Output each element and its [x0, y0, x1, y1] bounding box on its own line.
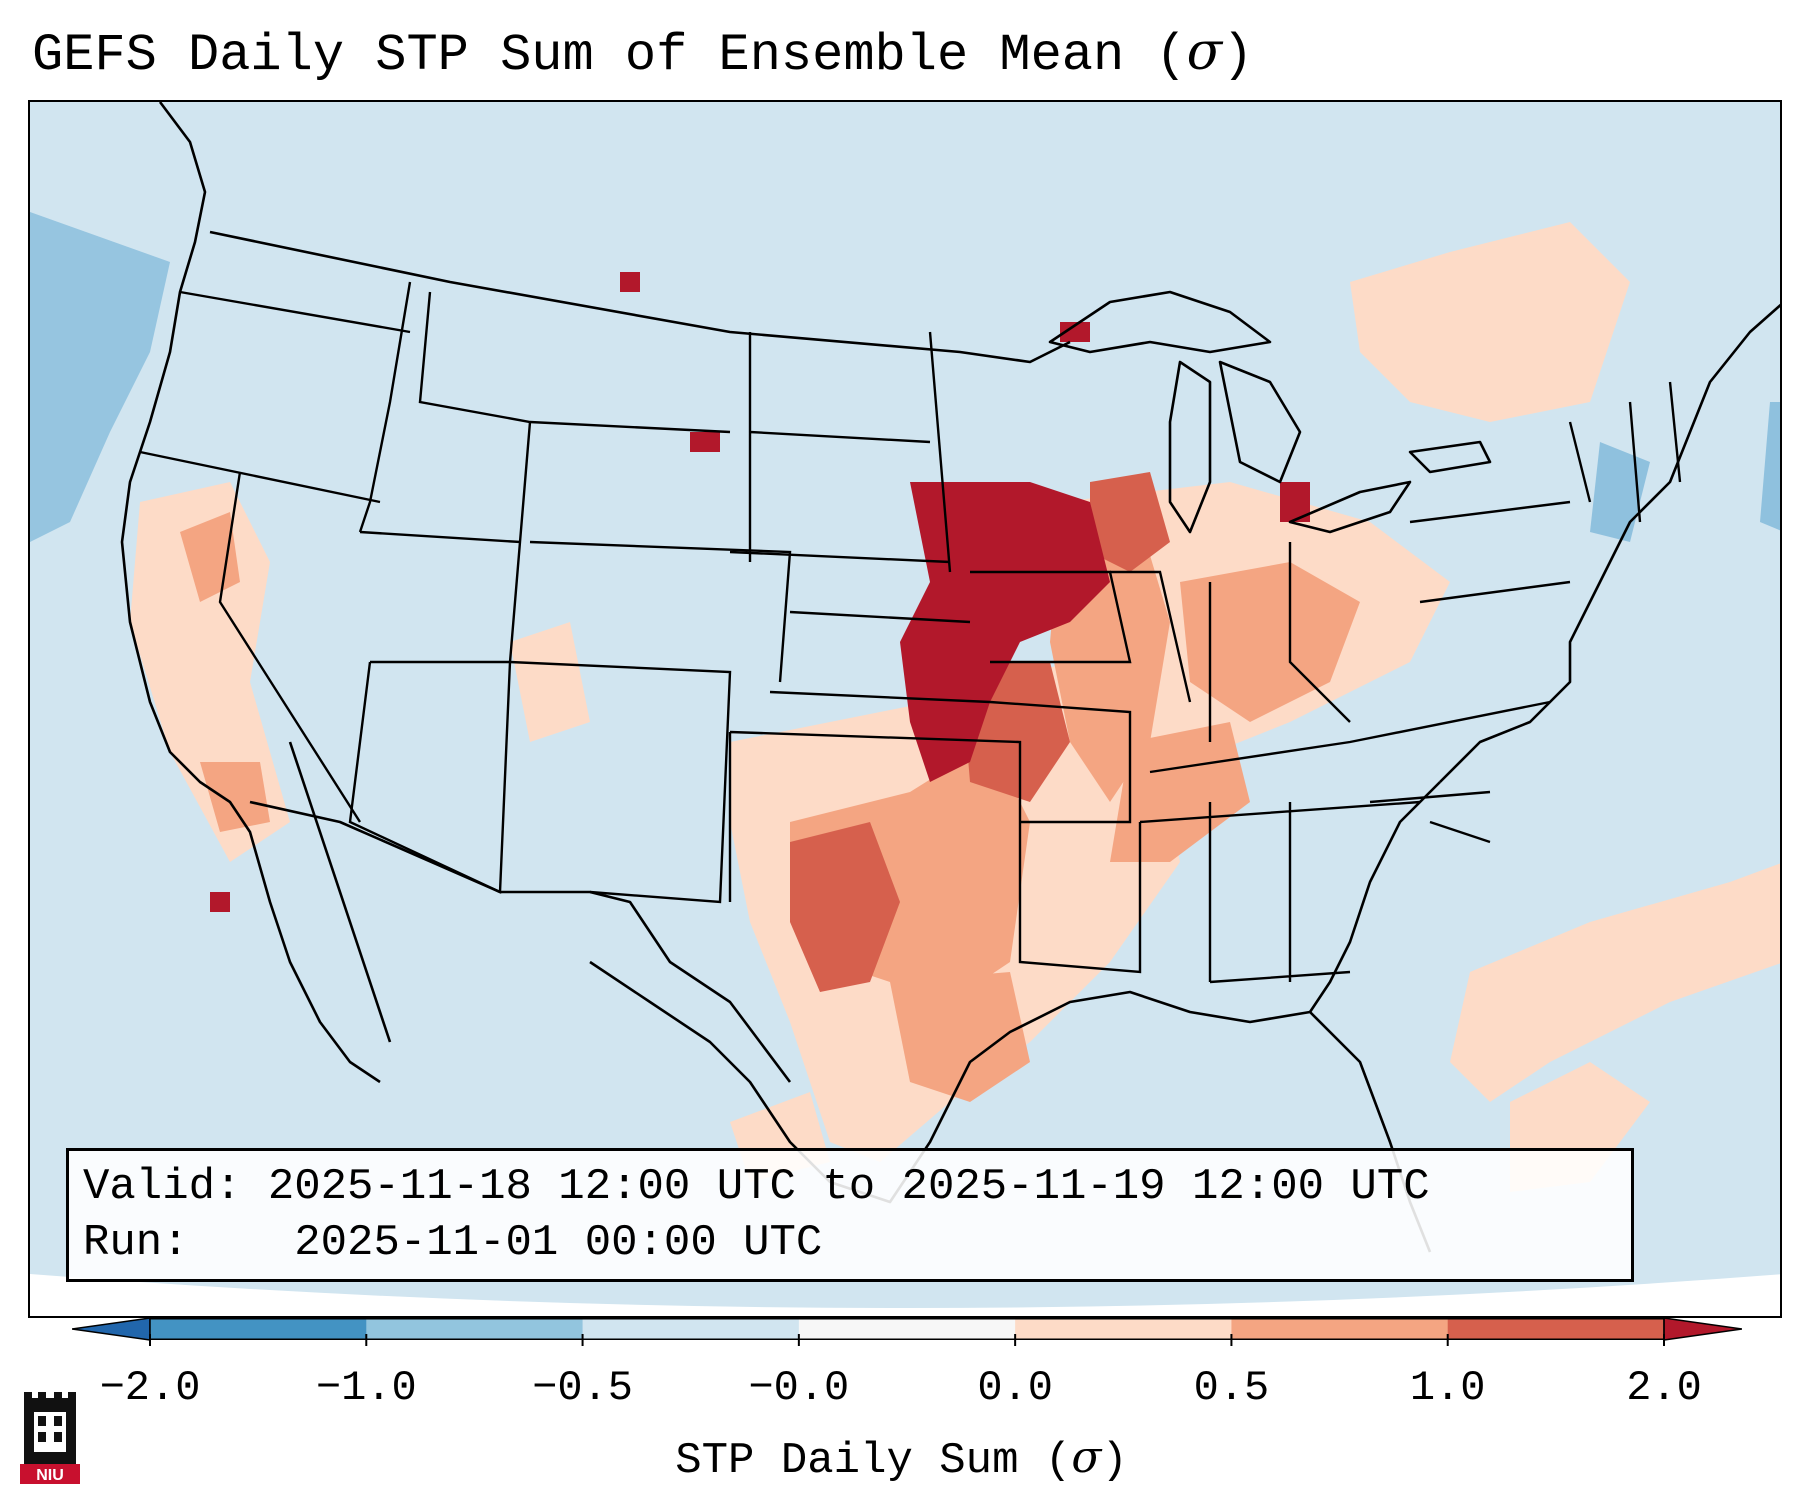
stp-strong-wisconsin [1090, 472, 1170, 572]
border-ky-tn [1149, 700, 1551, 774]
stp-light-misc [510, 622, 830, 1182]
stp-negative-ne [1760, 402, 1780, 532]
border-ar-la [1018, 822, 1142, 974]
border-nm [509, 660, 732, 904]
colorbar-segment [582, 1318, 800, 1340]
coastline-gulf [589, 960, 1432, 1253]
lake-michigan [1168, 360, 1212, 534]
colorbar-segment [1015, 1318, 1232, 1340]
stp-medium-gulf [890, 972, 1030, 1102]
colorbar-sigma: σ [1071, 1432, 1102, 1483]
border-id [358, 281, 412, 533]
lake-ontario [1408, 440, 1492, 474]
coastline-florida [1308, 781, 1441, 1013]
colorbar-tick-label: 0.5 [1193, 1364, 1270, 1412]
colorbar-label: STP Daily Sum (σ) [675, 1432, 1128, 1486]
colorbar-outline [149, 1318, 1665, 1340]
stp-strong-texas [790, 822, 900, 992]
colorbar-segment [1447, 1318, 1665, 1340]
stp-medium-tn [1110, 722, 1250, 862]
border-canada [209, 230, 1071, 364]
lake-erie [1288, 480, 1412, 534]
run-value: 2025-11-01 00:00 UTC [294, 1218, 823, 1268]
valid-value: 2025-11-18 12:00 UTC to 2025-11-19 12:00… [267, 1162, 1430, 1212]
coastline-baja [288, 741, 392, 1043]
stp-medium-ohio [1180, 562, 1360, 722]
border-mexico [249, 800, 792, 1083]
border-co [529, 540, 792, 683]
colorbar-tick-label: −1.0 [315, 1364, 417, 1412]
colorbar-over-extension [1663, 1318, 1742, 1341]
border-new-england [1568, 381, 1682, 523]
colorbar-tick-label: −0.0 [748, 1364, 850, 1412]
lake-superior [1048, 290, 1272, 354]
border-southeast [1139, 800, 1421, 984]
colorbar-segment [366, 1318, 584, 1340]
border-dakotas [729, 332, 951, 564]
border-nv-ca [218, 471, 362, 823]
stp-extreme-iowa [900, 482, 1110, 782]
colorbar-tick-label: −0.5 [532, 1364, 633, 1412]
colorbar-under-extension [72, 1318, 151, 1341]
colorbar-tick-label: 1.0 [1409, 1364, 1486, 1412]
border-wa-or [179, 290, 411, 334]
border-or-ca [139, 450, 381, 504]
stp-negative-pacific [30, 212, 170, 542]
stp-medium-ca [180, 512, 270, 832]
colorbar-tick-label: −2.0 [99, 1364, 201, 1412]
info-box: Valid: 2025-11-18 12:00 UTC to 2025-11-1… [66, 1148, 1634, 1282]
niu-castle-logo-icon: NIU [20, 1392, 80, 1484]
coastline-west [120, 102, 381, 1084]
border-mt-wy [418, 291, 731, 434]
lake-huron [1218, 360, 1302, 484]
map-panel [28, 100, 1782, 1318]
colorbar-segment [798, 1318, 1016, 1340]
map-canvas [30, 102, 1780, 1308]
run-label: Run: [83, 1218, 189, 1268]
map-boundaries [120, 102, 1780, 1253]
border-oh [1288, 542, 1351, 723]
border-mo [989, 700, 1132, 824]
colorbar [72, 1318, 1742, 1346]
border-mn [928, 331, 952, 573]
colorbar-segment [150, 1318, 367, 1340]
coastline-east [1439, 301, 1780, 783]
border-az [348, 661, 512, 894]
valid-label: Valid: [83, 1162, 242, 1212]
colorbar-tick-label: 0.0 [977, 1364, 1053, 1412]
stp-light-atlantic [1450, 862, 1780, 1102]
title-sigma: σ [1186, 22, 1223, 82]
border-ne-ks [769, 610, 991, 704]
state-borders [139, 281, 1682, 984]
border-pa-ny [1409, 500, 1571, 604]
colorbar-tick-label: 2.0 [1626, 1364, 1702, 1412]
border-nc-sc [1369, 790, 1491, 844]
border-il-in [1110, 570, 1212, 742]
colorbar-segment [1231, 1318, 1449, 1340]
map-title: GEFS Daily STP Sum of Ensemble Mean (σ) [32, 22, 1254, 85]
border-ok-tx [728, 730, 1022, 902]
border-ia-mo [970, 570, 1132, 664]
logo-text: NIU [36, 1467, 64, 1484]
stp-light-northeast [1350, 222, 1630, 422]
